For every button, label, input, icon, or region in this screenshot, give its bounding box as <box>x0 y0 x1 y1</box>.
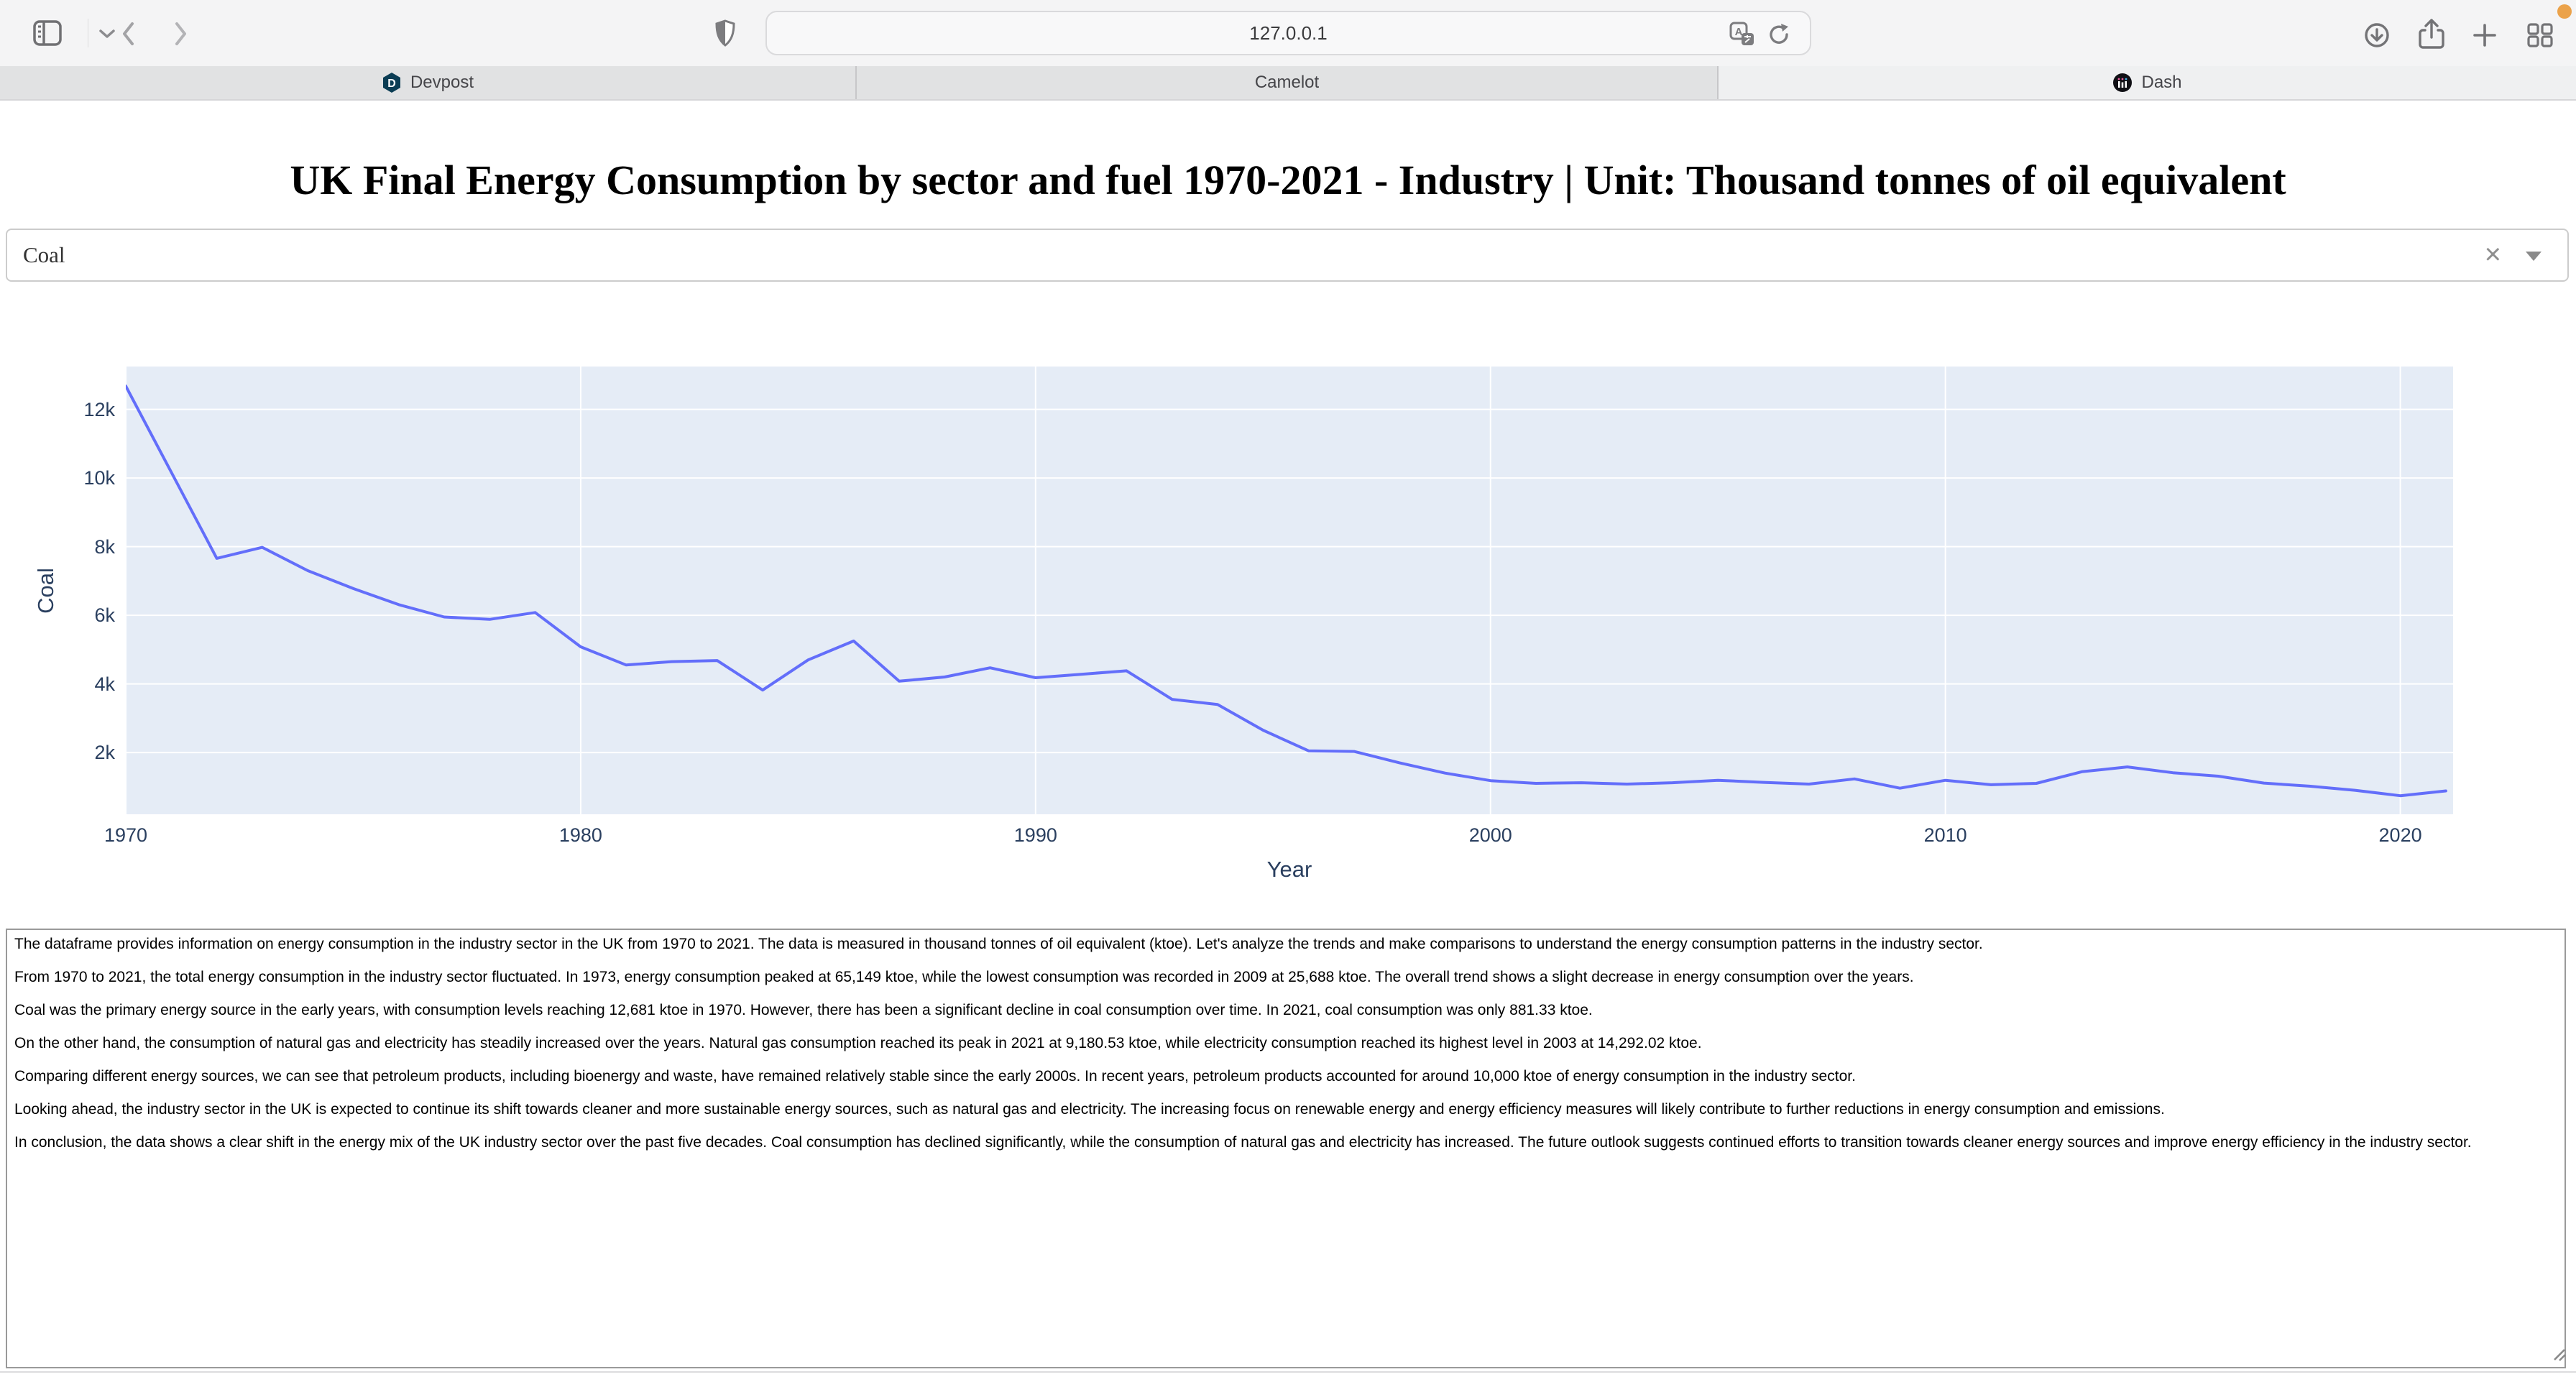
dropdown-clear-icon[interactable]: × <box>2484 239 2501 270</box>
translate-icon: A <box>1729 22 1754 45</box>
tab-separator <box>1717 66 1719 99</box>
y-tick-label: 6k <box>94 604 115 627</box>
x-tick-label: 1990 <box>1013 824 1057 846</box>
y-tick-label: 4k <box>94 673 115 695</box>
chevron-right-icon <box>175 22 186 45</box>
y-tick-label: 8k <box>94 535 115 558</box>
resize-handle[interactable] <box>2550 1345 2566 1361</box>
translate-button[interactable]: A <box>1729 22 1755 47</box>
forward-button[interactable] <box>170 20 191 47</box>
dropdown-caret-icon[interactable] <box>2526 252 2542 261</box>
chevron-left-icon <box>123 22 134 45</box>
tab-group-chevron-button[interactable] <box>98 27 116 40</box>
download-icon <box>2365 23 2389 47</box>
new-tab-button[interactable] <box>2471 22 2498 49</box>
url-text[interactable]: 127.0.0.1 <box>1249 22 1328 44</box>
svg-text:D: D <box>387 78 396 90</box>
x-tick-label: 2020 <box>2378 824 2422 846</box>
sidebar-icon <box>33 20 62 46</box>
tab-overview-button[interactable] <box>2526 22 2554 49</box>
tab-strip: D Devpost Camelot Dash <box>0 66 2576 101</box>
y-tick-label: 12k <box>83 398 115 420</box>
reload-button[interactable] <box>1767 22 1791 47</box>
window-bottom-edge <box>0 1371 2576 1373</box>
browser-toolbar: 127.0.0.1 A <box>0 0 2576 66</box>
recording-indicator-dot <box>2557 4 2572 19</box>
share-icon <box>2419 19 2444 49</box>
grid-icon <box>2527 23 2553 47</box>
devpost-favicon: D <box>382 73 400 93</box>
dash-favicon <box>2113 73 2133 92</box>
y-tick-label: 2k <box>94 742 115 764</box>
plus-icon <box>2473 24 2496 47</box>
plot-area[interactable] <box>126 367 2453 814</box>
tab-devpost[interactable]: D Devpost <box>0 66 855 99</box>
sidebar-toggle-button[interactable] <box>33 19 62 47</box>
share-button[interactable] <box>2418 19 2445 50</box>
line-chart: 2k 4k 6k 8k 10k 12k 1970 1980 1990 2000 2010 2020 <box>0 316 2576 913</box>
x-axis-title: Year <box>1266 857 1312 882</box>
back-button[interactable] <box>118 20 139 47</box>
y-tick-label: 10k <box>83 467 115 489</box>
chevron-down-icon <box>99 29 115 38</box>
address-bar[interactable]: 127.0.0.1 A <box>765 11 1811 55</box>
x-tick-label: 2010 <box>1923 824 1967 846</box>
tab-dash[interactable]: Dash <box>1719 66 2576 99</box>
tab-label: Camelot <box>1254 73 1320 92</box>
x-tick-label: 2000 <box>1468 824 1512 846</box>
fuel-dropdown[interactable]: Coal × <box>6 229 2569 282</box>
svg-text:A: A <box>1735 26 1743 38</box>
downloads-button[interactable] <box>2363 22 2391 49</box>
tab-label: Dash <box>2141 73 2182 92</box>
x-tick-label: 1970 <box>104 824 148 846</box>
privacy-report-button[interactable] <box>714 19 736 47</box>
reload-icon <box>1770 24 1788 44</box>
analysis-textarea[interactable] <box>6 929 2566 1368</box>
tab-label: Devpost <box>410 73 474 92</box>
x-tick-label: 1980 <box>558 824 602 846</box>
dropdown-selected-value: Coal <box>23 242 65 267</box>
tab-separator <box>855 66 857 99</box>
y-axis-title: Coal <box>33 568 58 614</box>
tab-camelot[interactable]: Camelot <box>857 66 1717 99</box>
shield-icon <box>715 19 735 47</box>
page-title: UK Final Energy Consumption by sector an… <box>290 156 2286 203</box>
